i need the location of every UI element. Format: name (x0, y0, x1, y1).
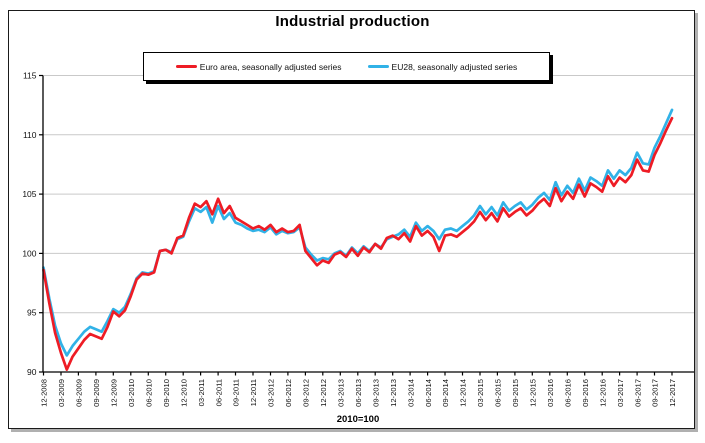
x-axis-label-06-2013: 06-2013 (354, 379, 363, 407)
x-axis-label-03-2010: 03-2010 (127, 379, 136, 407)
index-base-caption: 2010=100 (336, 414, 380, 425)
x-axis-label-12-2014: 12-2014 (459, 379, 468, 407)
x-axis-label-09-2014: 09-2014 (441, 379, 450, 407)
legend-item-euro-area: Euro area, seasonally adjusted series (175, 61, 342, 72)
x-axis-label-12-2009: 12-2009 (110, 379, 119, 407)
x-axis-label-09-2011: 09-2011 (232, 379, 241, 406)
x-axis-label-06-2009: 06-2009 (75, 379, 84, 407)
x-axis-label-03-2012: 03-2012 (267, 379, 276, 407)
x-axis-label-12-2016: 12-2016 (598, 379, 607, 407)
x-axis-label-09-2013: 09-2013 (371, 379, 380, 407)
x-axis-label-06-2010: 06-2010 (144, 379, 153, 407)
x-axis-label-03-2017: 03-2017 (616, 379, 625, 407)
x-axis-label-06-2014: 06-2014 (424, 379, 433, 407)
chart-title: Industrial production (275, 13, 430, 30)
x-axis-label-12-2015: 12-2015 (529, 379, 538, 407)
x-axis-label-06-2011: 06-2011 (214, 379, 223, 406)
x-axis-label-09-2015: 09-2015 (511, 379, 520, 407)
x-axis-label-03-2011: 03-2011 (197, 379, 206, 406)
y-axis-label-95: 95 (27, 308, 37, 318)
y-axis-label-115: 115 (23, 71, 37, 81)
x-axis-label-03-2009: 03-2009 (57, 379, 66, 407)
x-axis-label-12-2011: 12-2011 (249, 379, 258, 406)
x-axis-label-03-2013: 03-2013 (337, 379, 346, 407)
legend-label-eu28: EU28, seasonally adjusted series (391, 61, 518, 72)
series-line-euro-area (42, 116, 674, 371)
y-axis-label-110: 110 (23, 130, 37, 140)
x-axis-label-09-2017: 09-2017 (651, 379, 660, 407)
y-axis-label-100: 100 (22, 248, 36, 258)
x-axis-label-03-2015: 03-2015 (476, 379, 485, 407)
x-axis-label-12-2010: 12-2010 (179, 379, 188, 407)
eu28-line-swatch (367, 64, 389, 69)
legend: Euro area, seasonally adjusted series EU… (143, 52, 550, 81)
x-axis-label-06-2012: 06-2012 (284, 379, 293, 407)
y-axis-label-105: 105 (22, 189, 36, 199)
x-axis-label-03-2014: 03-2014 (406, 379, 415, 407)
x-axis-label-12-2012: 12-2012 (319, 379, 328, 407)
x-axis-label-09-2010: 09-2010 (162, 379, 171, 407)
x-axis-label-06-2017: 06-2017 (633, 379, 642, 407)
x-axis-label-03-2016: 03-2016 (546, 379, 555, 407)
x-axis-label-09-2012: 09-2012 (302, 379, 311, 407)
x-axis-label-12-2013: 12-2013 (389, 379, 398, 407)
y-axis-label-90: 90 (27, 367, 37, 377)
x-axis-label-06-2016: 06-2016 (564, 379, 573, 407)
x-axis-label-12-2008: 12-2008 (40, 379, 49, 407)
x-axis-label-09-2016: 09-2016 (581, 379, 590, 407)
series-line-eu28 (42, 108, 674, 357)
x-axis-label-09-2009: 09-2009 (92, 379, 101, 407)
x-axis-label-06-2015: 06-2015 (494, 379, 503, 407)
x-axis-label-12-2017: 12-2017 (668, 379, 677, 407)
legend-item-eu28: EU28, seasonally adjusted series (367, 61, 518, 72)
legend-label-euro-area: Euro area, seasonally adjusted series (199, 61, 342, 72)
euro-area-line-swatch (175, 64, 197, 69)
